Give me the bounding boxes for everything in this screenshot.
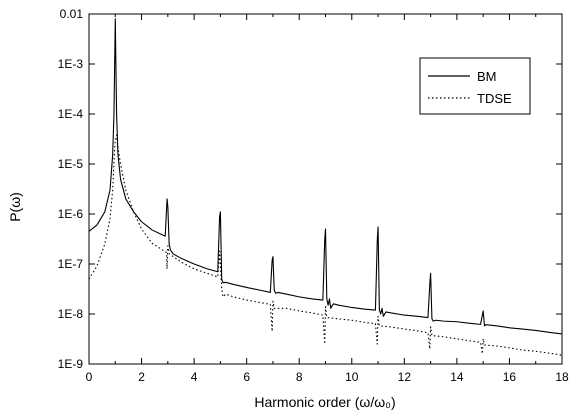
x-tick-label: 2 [138,370,145,384]
y-axis-label: P(ω) [7,192,23,222]
x-tick-label: 14 [450,370,464,384]
y-tick-label: 1E-8 [58,307,84,321]
y-tick-label: 1E-5 [58,157,84,171]
axis-ticks: 0 2 4 6 8 10 12 14 16 18 1E-9 1E-8 1E-7 1E-6 1E-5 1E-4 1… [58,7,569,384]
y-tick-label: 0.01 [60,7,84,21]
y-tick-label: 1E-7 [58,257,84,271]
legend-label-bm: BM [477,69,497,84]
series-line-tdse [88,134,563,356]
x-tick-label: 8 [296,370,303,384]
series-line-bm [88,18,563,335]
series-lines [88,18,563,356]
x-axis-label: Harmonic order (ω/ω₀) [254,394,395,410]
y-tick-label: 1E-3 [58,57,84,71]
legend-label-tdse: TDSE [477,91,512,106]
legend-box [419,57,531,115]
x-tick-label: 0 [86,370,93,384]
x-tick-label: 6 [243,370,250,384]
legend: BM TDSE [419,57,531,115]
x-tick-label: 18 [555,370,569,384]
x-tick-label: 4 [191,370,198,384]
y-tick-label: 1E-6 [58,207,84,221]
x-tick-label: 16 [503,370,517,384]
x-tick-label: 10 [345,370,359,384]
y-tick-label: 1E-9 [58,357,84,371]
x-tick-label: 12 [398,370,412,384]
y-tick-label: 1E-4 [58,107,84,121]
